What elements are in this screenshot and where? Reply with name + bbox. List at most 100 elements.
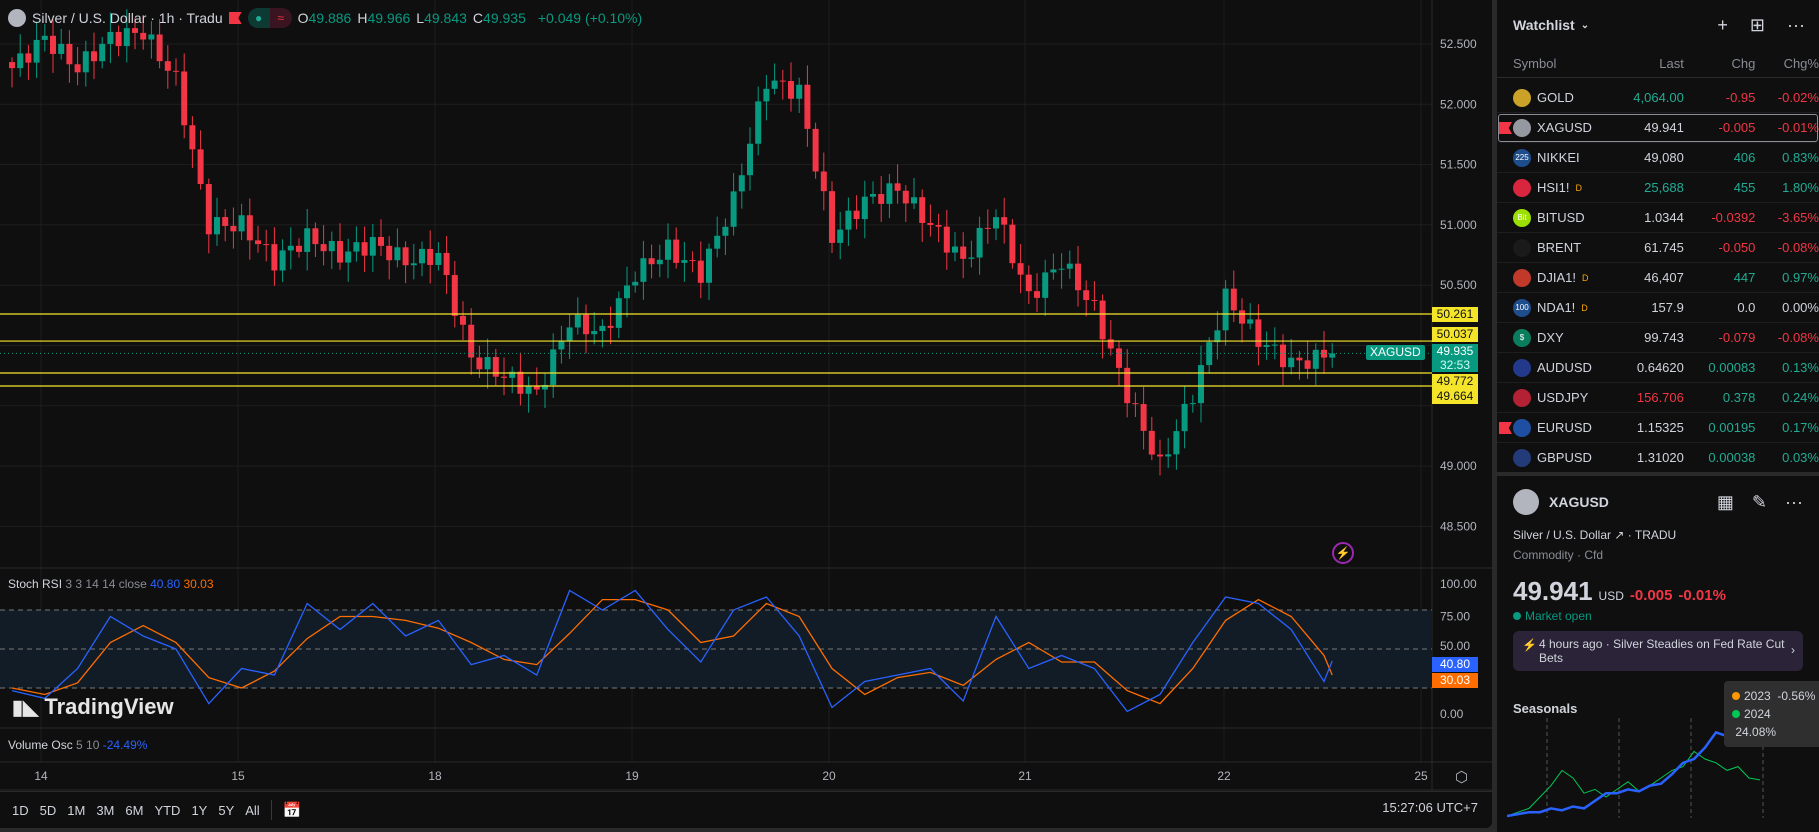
candle bbox=[82, 51, 89, 73]
watchlist-header: Watchlist ⌄ + ⊞ ··· bbox=[1497, 0, 1819, 50]
add-symbol-icon[interactable]: + bbox=[1717, 14, 1728, 35]
candle bbox=[665, 239, 671, 260]
col-last[interactable]: Last bbox=[1659, 56, 1684, 71]
watchlist-title[interactable]: Watchlist bbox=[1513, 17, 1575, 33]
range-1y[interactable]: 1Y bbox=[191, 802, 208, 818]
grid-icon[interactable]: ▦ bbox=[1716, 491, 1734, 512]
candle bbox=[640, 258, 647, 282]
candle bbox=[591, 331, 598, 335]
news-item[interactable]: ⚡ 4 hours ago · Silver Steadies on Fed Ra… bbox=[1513, 631, 1803, 671]
clock[interactable]: 15:27:06 UTC+7 bbox=[1382, 800, 1478, 815]
candle bbox=[1017, 263, 1024, 275]
details-symbol[interactable]: XAGUSD bbox=[1549, 494, 1609, 510]
candle bbox=[1181, 403, 1188, 432]
price-tick: 51.000 bbox=[1440, 218, 1477, 232]
price-tick: 52.500 bbox=[1440, 37, 1477, 51]
range-all[interactable]: All bbox=[245, 802, 260, 818]
advanced-view-icon[interactable]: ⊞ bbox=[1749, 14, 1766, 35]
hline-price-tag[interactable]: 49.772 bbox=[1432, 374, 1478, 389]
range-5y[interactable]: 5Y bbox=[218, 802, 235, 818]
ohlc-value: 49.966 bbox=[367, 10, 411, 26]
details-name[interactable]: Silver / U.S. Dollar bbox=[1513, 528, 1612, 542]
candle bbox=[1304, 360, 1311, 369]
watchlist-row[interactable]: GBPUSD 1.31020 0.00038 0.03% bbox=[1497, 443, 1819, 473]
candle bbox=[943, 226, 950, 253]
watchlist-row[interactable]: EURUSD 1.15325 0.00195 0.17% bbox=[1497, 413, 1819, 443]
stoch-rsi-legend[interactable]: Stoch RSI 3 3 14 14 close 40.80 30.03 bbox=[8, 577, 214, 591]
lightning-icon[interactable]: ⚡ bbox=[1332, 542, 1354, 564]
range-ytd[interactable]: YTD bbox=[154, 802, 181, 818]
candle bbox=[181, 71, 188, 126]
row-symbol: HSI1! bbox=[1537, 180, 1570, 195]
col-chg[interactable]: Chg bbox=[1731, 56, 1756, 71]
candle bbox=[952, 246, 958, 253]
flag-icon[interactable] bbox=[1499, 122, 1512, 134]
range-5d[interactable]: 5D bbox=[39, 802, 57, 818]
hline-price-tag[interactable]: 50.261 bbox=[1432, 307, 1478, 322]
range-1d[interactable]: 1D bbox=[12, 802, 29, 818]
chart-panel[interactable]: 52.500 52.000 51.500 51.000 50.500 49.000 48.5… bbox=[0, 0, 1492, 828]
watchlist-row[interactable]: 225 NIKKEI 49,080 406 0.83% bbox=[1497, 143, 1819, 173]
chart-title[interactable]: Silver / U.S. Dollar · 1h · Tradu bbox=[32, 10, 223, 26]
watchlist-row[interactable]: GOLD 4,064.00 -0.95 -0.02% bbox=[1497, 83, 1819, 113]
ohlc-value: 49.886 bbox=[308, 10, 352, 26]
seasonals-current-line bbox=[1506, 730, 1761, 818]
external-link-icon[interactable]: ↗ bbox=[1614, 528, 1625, 542]
col-chg-pct[interactable]: Chg% bbox=[1783, 56, 1819, 71]
watchlist-row[interactable]: USDJPY 156.706 0.378 0.24% bbox=[1497, 383, 1819, 413]
seasonals-title[interactable]: Seasonals bbox=[1513, 701, 1578, 716]
range-3m[interactable]: 3M bbox=[96, 802, 115, 818]
settings-icon[interactable]: ⬡ bbox=[1455, 769, 1469, 786]
candle bbox=[517, 371, 524, 394]
hline-price-tag[interactable]: 50.037 bbox=[1432, 327, 1478, 342]
candle bbox=[1247, 319, 1254, 324]
watchlist-row[interactable]: XAGUSD 49.941 -0.005 -0.01% bbox=[1497, 113, 1819, 143]
goto-date-icon[interactable]: 📅 bbox=[282, 802, 302, 819]
status-dot-icon bbox=[1513, 612, 1521, 620]
row-last: 25,688 bbox=[1644, 180, 1684, 195]
flag-icon[interactable] bbox=[1499, 422, 1512, 434]
price-chart[interactable]: 52.500 52.000 51.500 51.000 50.500 49.000 48.5… bbox=[0, 0, 1492, 828]
stoch-tick: 100.00 bbox=[1440, 577, 1477, 591]
time-tick: 25 bbox=[1414, 769, 1428, 783]
symbol-logo-icon bbox=[1513, 238, 1531, 257]
watchlist-row[interactable]: DJIA1! D 46,407 447 0.97% bbox=[1497, 263, 1819, 293]
candle bbox=[123, 28, 130, 47]
col-symbol[interactable]: Symbol bbox=[1513, 56, 1557, 71]
row-chg-pct: 0.24% bbox=[1782, 390, 1819, 405]
candle bbox=[1001, 217, 1008, 225]
candle bbox=[599, 325, 606, 332]
candle bbox=[870, 193, 876, 197]
candle bbox=[1263, 345, 1270, 347]
price-change: +0.049 (+0.10%) bbox=[537, 10, 643, 26]
symbol-logo-icon bbox=[1513, 88, 1531, 107]
hline-price-tag[interactable]: 49.664 bbox=[1432, 389, 1478, 404]
watchlist-row[interactable]: BRENT 61.745 -0.050 -0.08% bbox=[1497, 233, 1819, 263]
watchlist-row[interactable]: $ DXY 99.743 -0.079 -0.08% bbox=[1497, 323, 1819, 353]
last-price-tag: 49.935 32:53 bbox=[1432, 344, 1478, 372]
market-status-pill[interactable]: ● ≈ bbox=[247, 8, 292, 28]
candle bbox=[476, 357, 483, 370]
chevron-down-icon[interactable]: ⌄ bbox=[1580, 19, 1590, 31]
watchlist-row[interactable]: Bit BITUSD 1.0344 -0.0392 -3.65% bbox=[1497, 203, 1819, 233]
candle bbox=[50, 35, 56, 54]
candle bbox=[156, 34, 163, 62]
more-icon[interactable]: ··· bbox=[1785, 491, 1803, 512]
tradingview-logo[interactable]: ▮◣ TradingView bbox=[12, 694, 174, 719]
more-icon[interactable]: ··· bbox=[1787, 14, 1805, 35]
watchlist-row[interactable]: 100 NDA1! D 157.9 0.0 0.00% bbox=[1497, 293, 1819, 323]
watchlist-row[interactable]: HSI1! D 25,688 455 1.80% bbox=[1497, 173, 1819, 203]
watchlist-row[interactable]: AUDUSD 0.64620 0.00083 0.13% bbox=[1497, 353, 1819, 383]
range-1m[interactable]: 1M bbox=[67, 802, 86, 818]
edit-icon[interactable]: ✎ bbox=[1751, 491, 1768, 512]
candle bbox=[419, 248, 425, 264]
volume-osc-legend[interactable]: Volume Osc 5 10 -24.49% bbox=[8, 738, 147, 752]
candle bbox=[1099, 300, 1106, 340]
symbol-details: XAGUSD ▦ ✎ ··· Silver / U.S. Dollar ↗ · TRA… bbox=[1497, 472, 1819, 832]
row-last: 99.743 bbox=[1644, 330, 1684, 345]
candle bbox=[1214, 330, 1221, 343]
flag-icon[interactable] bbox=[228, 12, 242, 24]
range-6m[interactable]: 6M bbox=[125, 802, 144, 818]
candle bbox=[91, 51, 97, 62]
stoch-k-value: 40.80 bbox=[150, 577, 181, 591]
